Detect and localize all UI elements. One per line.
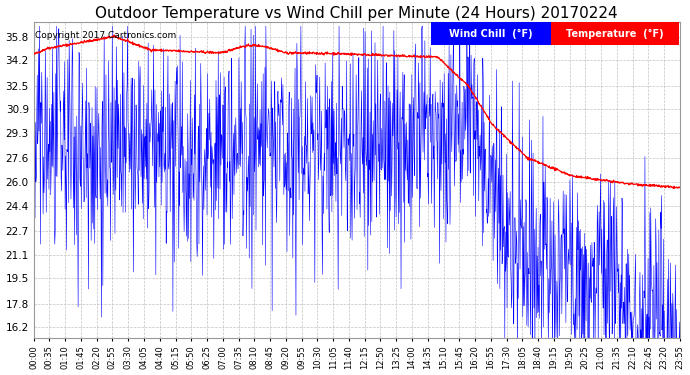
Title: Outdoor Temperature vs Wind Chill per Minute (24 Hours) 20170224: Outdoor Temperature vs Wind Chill per Mi… [95, 6, 618, 21]
FancyBboxPatch shape [551, 22, 679, 45]
FancyBboxPatch shape [431, 22, 551, 45]
Text: Temperature  (°F): Temperature (°F) [566, 29, 664, 39]
Text: Copyright 2017 Cartronics.com: Copyright 2017 Cartronics.com [35, 31, 176, 40]
Text: Wind Chill  (°F): Wind Chill (°F) [448, 29, 533, 39]
